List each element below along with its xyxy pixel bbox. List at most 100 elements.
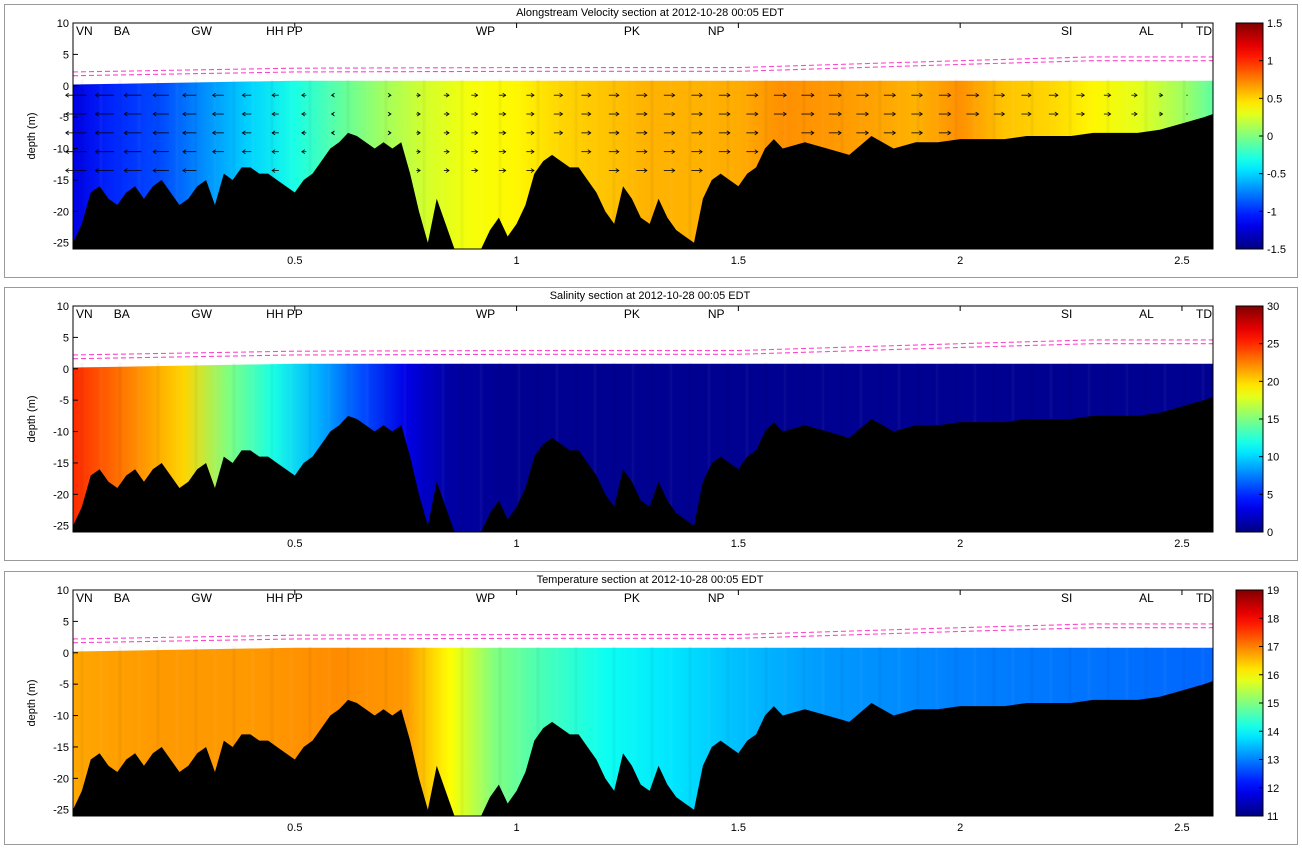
velocity-arrowhead (502, 149, 507, 155)
site-label: PP (287, 591, 303, 605)
site-label: TD (1196, 24, 1212, 38)
velocity-arrowhead (445, 111, 450, 117)
velocity-arrowhead (587, 130, 592, 136)
velocity-arrowhead (182, 149, 187, 155)
velocity-arrowhead (726, 130, 731, 136)
water-surface-line (72, 343, 1213, 360)
field-streak (689, 363, 692, 533)
velocity-arrowhead (919, 111, 923, 117)
y-tick-label: -15 (53, 458, 69, 470)
velocity-arrowhead (474, 92, 479, 98)
salinity-panel: Salinity section at 2012-10-28 00:05 EDT… (4, 287, 1298, 561)
velocity-arrowhead (530, 111, 535, 117)
velocity-arrowhead (1107, 111, 1112, 117)
velocity-arrowhead (892, 111, 897, 117)
velocity-arrowhead (1133, 111, 1138, 117)
axes-frame (72, 589, 1214, 817)
velocity-arrowhead (123, 149, 128, 155)
velocity-arrowhead (330, 111, 335, 117)
velocity-arrowhead (330, 92, 335, 98)
field-streak (689, 80, 692, 250)
colorbar-tick-label: 0 (1267, 131, 1273, 143)
water-surface-line (72, 627, 1213, 644)
field-streak (461, 647, 464, 817)
site-label: GW (191, 24, 212, 38)
velocity-arrowhead (754, 130, 759, 136)
velocity-arrowhead (1027, 111, 1032, 117)
colorbar-tick-label: 1 (1267, 56, 1273, 68)
colorbar-tick-label: 5 (1267, 489, 1273, 501)
colorbar-tick-label: 20 (1267, 376, 1279, 388)
site-label: VN (76, 24, 93, 38)
x-tick-label: 2 (957, 822, 963, 834)
velocity-arrowhead (416, 111, 421, 117)
velocity-arrowhead (643, 168, 648, 173)
velocity-arrowhead (615, 130, 620, 136)
bathymetry (73, 114, 1213, 250)
velocity-arrowhead (643, 111, 648, 117)
velocity-arrowhead (837, 92, 842, 98)
velocity-arrowhead (530, 130, 535, 136)
velocity-arrowhead (1001, 111, 1006, 117)
site-label: TD (1196, 307, 1212, 321)
velocity-arrowhead (559, 130, 564, 136)
velocity-arrowhead (474, 130, 479, 136)
velocity-arrowhead (698, 149, 703, 155)
y-tick-label: -15 (53, 175, 69, 187)
site-label: AL (1139, 307, 1154, 321)
velocity-arrowhead (865, 92, 869, 98)
velocity-arrowhead (1159, 111, 1164, 117)
colorbar-tick-label: 12 (1267, 783, 1279, 795)
velocity-arrowhead (241, 130, 246, 136)
x-tick-label: 2.5 (1174, 255, 1189, 267)
velocity-arrowhead (530, 168, 535, 173)
velocity-arrowhead (271, 92, 276, 98)
velocity-arrowhead (726, 149, 731, 155)
velocity-arrowhead (152, 92, 157, 98)
x-tick-label: 0.5 (287, 822, 302, 834)
x-tick-label: 1.5 (731, 255, 746, 267)
y-tick-label: -10 (53, 711, 69, 723)
velocity-arrowhead (123, 92, 128, 98)
site-label: BA (114, 307, 130, 321)
x-tick-label: 1.5 (731, 538, 746, 550)
velocity-arrowhead (301, 149, 306, 155)
velocity-arrowhead (445, 149, 450, 155)
velocity-arrowhead (1133, 92, 1138, 98)
velocity-arrowhead (530, 92, 535, 98)
temperature-chart: Temperature section at 2012-10-28 00:05 … (26, 574, 1279, 834)
site-label: VN (76, 591, 93, 605)
colorbar-tick-label: 17 (1267, 642, 1279, 654)
y-tick-label: 5 (63, 49, 69, 61)
y-tick-label: 10 (57, 585, 69, 597)
velocity-arrowhead (416, 149, 421, 155)
velocity-arrowhead (726, 111, 731, 117)
velocity-arrowhead (387, 111, 392, 117)
velocity-arrowhead (65, 92, 70, 98)
colorbar-tick-label: 1.5 (1267, 18, 1282, 30)
velocity-arrowhead (152, 111, 157, 117)
velocity-arrowhead (211, 111, 216, 117)
water-surface-line (72, 60, 1213, 77)
site-label: BA (114, 591, 130, 605)
colorbar-tick-label: -0.5 (1267, 169, 1286, 181)
temperature-panel: Temperature section at 2012-10-28 00:05 … (4, 571, 1298, 845)
velocity-arrowhead (241, 92, 246, 98)
velocity-arrowhead (947, 92, 952, 98)
velocity-arrowhead (587, 92, 592, 98)
y-tick-label: -25 (53, 805, 69, 817)
x-tick-label: 1 (514, 255, 520, 267)
site-label: SI (1061, 307, 1072, 321)
colorbar-tick-label: 19 (1267, 585, 1279, 597)
velocity-arrowhead (754, 92, 759, 98)
site-label: NP (708, 24, 725, 38)
field-streak (689, 647, 692, 817)
velocity-arrowhead (152, 149, 157, 155)
colorbar (1235, 589, 1264, 817)
velocity-arrowhead (1107, 92, 1112, 98)
site-label: TD (1196, 591, 1212, 605)
velocity-arrowhead (530, 149, 535, 155)
colorbar-tick-label: 0 (1267, 527, 1273, 539)
velocity-arrowhead (123, 130, 128, 136)
velocity-arrowhead (975, 111, 980, 117)
